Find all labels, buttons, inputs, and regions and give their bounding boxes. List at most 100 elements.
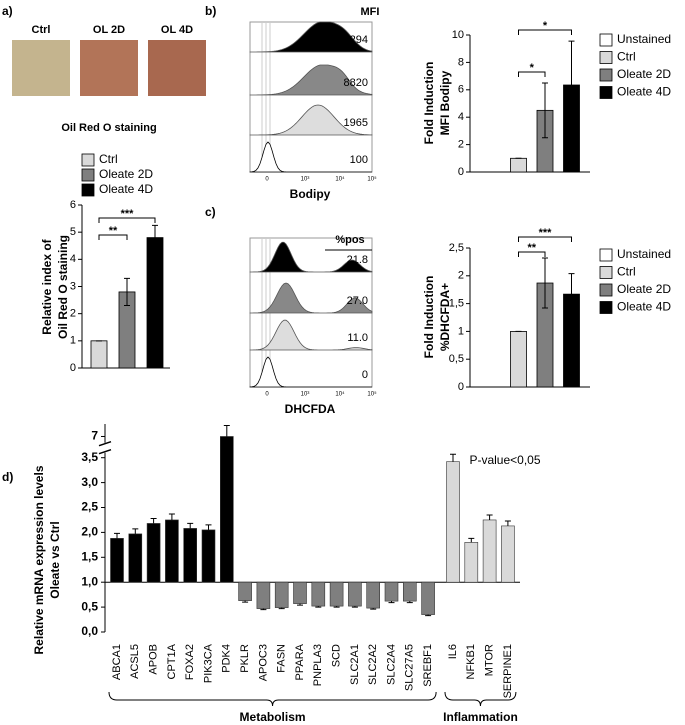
y-tick-label: 2,5 xyxy=(449,242,464,254)
x-tick-label: SERPINE1 xyxy=(502,644,514,698)
bar xyxy=(384,581,399,602)
y-axis-label: Relative index of xyxy=(40,238,54,334)
legend-swatch xyxy=(599,33,613,47)
legend-swatch xyxy=(599,283,613,297)
x-tick-label: MTOR xyxy=(484,644,496,676)
bar xyxy=(348,581,362,607)
y-tick-label: 2,0 xyxy=(81,525,98,539)
error-bar xyxy=(124,277,130,307)
legend-label: Oleate 2D xyxy=(617,67,671,81)
x-tick-label: SLC2A4 xyxy=(385,644,397,685)
bar xyxy=(146,523,161,583)
legend-swatch xyxy=(599,68,613,82)
significance-label: * xyxy=(543,20,548,32)
histogram-trace xyxy=(249,141,372,173)
histogram-tick: 10³ xyxy=(301,177,310,183)
significance-label: *** xyxy=(539,227,553,239)
x-tick-label: SLC2A1 xyxy=(349,644,361,685)
group-label: Inflammation xyxy=(443,710,518,724)
histogram-value: 8820 xyxy=(344,77,368,89)
legend-label: Ctrl xyxy=(617,50,636,64)
y-tick-label: 4 xyxy=(70,253,76,265)
legend-swatch xyxy=(81,153,95,167)
histogram-xlabel: DHCFDA xyxy=(285,402,336,416)
error-bar xyxy=(351,606,358,608)
y-tick-label: 2 xyxy=(458,139,464,151)
panel-label: b) xyxy=(205,4,216,18)
micrograph xyxy=(148,40,206,96)
y-tick-label: 0,5 xyxy=(449,353,464,365)
error-bar xyxy=(542,257,548,309)
y-tick-label: 3,0 xyxy=(81,475,98,489)
panel-label: c) xyxy=(205,205,216,219)
histogram-tick: 10⁵ xyxy=(367,176,377,183)
legend-label: Unstained xyxy=(617,32,671,46)
bar xyxy=(366,581,381,609)
bar xyxy=(110,538,124,583)
bar xyxy=(421,581,435,615)
bar xyxy=(510,330,527,388)
image-label: Ctrl xyxy=(32,24,51,36)
error-bar xyxy=(333,606,340,608)
y-tick-label: 1,5 xyxy=(449,298,464,310)
image-label: OL 2D xyxy=(93,24,125,36)
panel-label: d) xyxy=(2,470,13,484)
histogram-trace xyxy=(249,104,373,136)
legend-label: Oleate 2D xyxy=(617,282,671,296)
legend-label: Oleate 4D xyxy=(617,85,671,99)
histogram-trace xyxy=(249,241,373,273)
significance-bracket xyxy=(518,29,572,35)
histogram-trace xyxy=(249,64,373,96)
bar xyxy=(274,581,289,608)
error-bar xyxy=(114,532,120,539)
bar xyxy=(501,525,515,583)
error-bar xyxy=(242,600,249,603)
x-tick-label: PIK3CA xyxy=(202,643,214,683)
legend-swatch xyxy=(599,301,613,314)
histogram-value: 21.8 xyxy=(347,254,368,266)
error-bar xyxy=(568,273,575,316)
bar xyxy=(256,581,271,609)
histogram-xlabel: Bodipy xyxy=(290,187,331,201)
group-bracket xyxy=(444,691,517,707)
error-bar xyxy=(205,524,212,530)
y-axis-label: Oil Red O staining xyxy=(56,235,70,339)
bar xyxy=(238,581,252,601)
micrograph xyxy=(80,40,138,96)
axis-break xyxy=(98,441,112,455)
error-bar xyxy=(406,601,413,604)
significance-label: ** xyxy=(109,225,118,237)
legend-label: Ctrl xyxy=(99,152,118,166)
bar xyxy=(90,340,108,369)
error-bar xyxy=(315,606,322,608)
bar xyxy=(446,461,460,583)
error-bar xyxy=(278,607,285,610)
y-tick-label: 5 xyxy=(70,226,76,238)
x-tick-label: SLC2A2 xyxy=(367,644,379,685)
x-tick-label: IL6 xyxy=(447,644,459,659)
x-tick-label: FOXA2 xyxy=(184,644,196,680)
y-tick-label: 0 xyxy=(70,362,76,374)
x-tick-label: APOC3 xyxy=(257,644,269,681)
significance-bracket xyxy=(518,71,546,77)
bar xyxy=(464,542,479,583)
bar xyxy=(402,581,417,602)
y-tick-label: 0,0 xyxy=(81,624,98,638)
y-axis-label: Relative mRNA expression levels xyxy=(32,465,46,654)
histogram-value: 0 xyxy=(362,369,368,381)
error-bar xyxy=(568,40,575,130)
bar xyxy=(220,436,234,583)
significance-bracket xyxy=(98,234,128,240)
significance-bracket xyxy=(518,251,546,257)
significance-label: * xyxy=(530,62,535,74)
y-tick-label: 1,5 xyxy=(81,549,98,563)
x-tick-label: PNPLA3 xyxy=(312,644,324,686)
x-tick-label: FASN xyxy=(276,644,288,673)
y-tick-label: 4 xyxy=(458,111,464,123)
y-tick-label: 6 xyxy=(70,199,76,211)
legend-label: Oleate 4D xyxy=(617,300,671,314)
y-tick-label: 3 xyxy=(70,280,76,292)
y-tick-label: 8 xyxy=(458,56,464,68)
histogram-value: 1965 xyxy=(344,117,368,129)
